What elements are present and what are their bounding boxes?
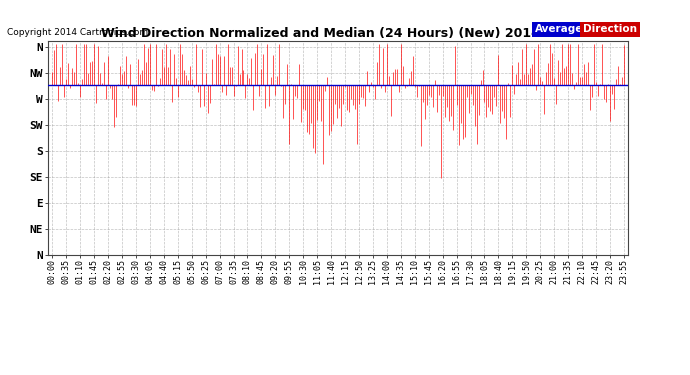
Text: Direction: Direction (583, 24, 637, 34)
Text: Average: Average (535, 24, 583, 34)
Title: Wind Direction Normalized and Median (24 Hours) (New) 20140117: Wind Direction Normalized and Median (24… (101, 27, 575, 40)
Text: Copyright 2014 Cartronics.com: Copyright 2014 Cartronics.com (7, 28, 148, 37)
